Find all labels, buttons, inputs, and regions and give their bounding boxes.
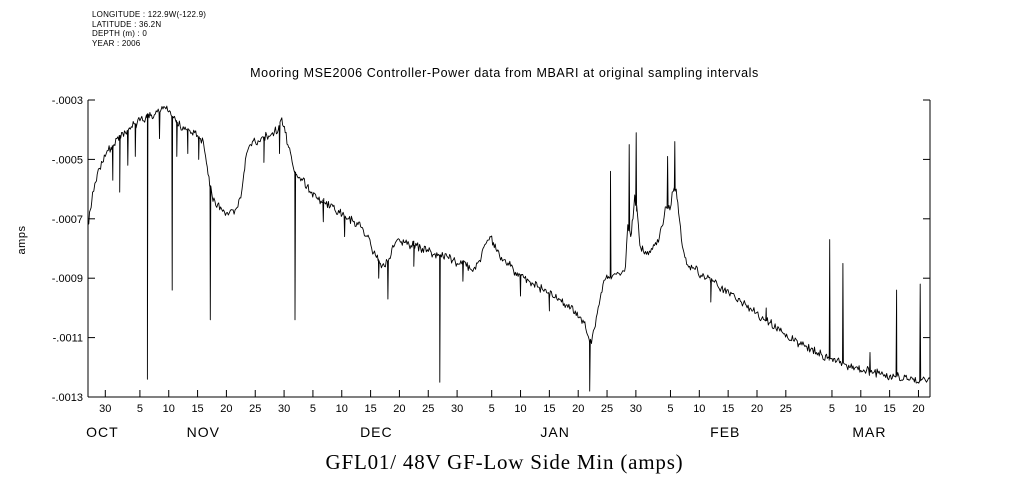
data-series bbox=[87, 105, 931, 392]
x-tick-label: 20 bbox=[751, 403, 763, 415]
x-tick-label: 10 bbox=[336, 403, 348, 415]
meta-latitude: LATITUDE : 36.2N bbox=[92, 19, 162, 29]
y-tick-label: -.0009 bbox=[52, 273, 83, 285]
y-tick-label: -.0013 bbox=[52, 392, 83, 404]
month-label: MAR bbox=[852, 424, 886, 440]
y-axis-ticks: -.0003 -.0005 -.0007 -.0009 -.0011 -.0013 bbox=[52, 95, 930, 404]
month-label: DEC bbox=[360, 424, 393, 440]
y-tick-label: -.0005 bbox=[52, 154, 83, 166]
x-tick-label: 15 bbox=[364, 403, 376, 415]
meta-year: YEAR : 2006 bbox=[92, 38, 141, 48]
x-tick-label: 5 bbox=[310, 403, 316, 415]
x-tick-label: 25 bbox=[780, 403, 792, 415]
x-tick-label: 10 bbox=[855, 403, 867, 415]
meta-depth: DEPTH (m) : 0 bbox=[92, 29, 148, 38]
x-tick-label: 10 bbox=[163, 403, 175, 415]
x-tick-label: 5 bbox=[137, 403, 143, 415]
x-tick-label: 30 bbox=[630, 403, 642, 415]
month-label: FEB bbox=[710, 424, 740, 440]
x-tick-label: 5 bbox=[667, 403, 673, 415]
y-tick-label: -.0011 bbox=[53, 333, 83, 345]
x-tick-label: 30 bbox=[99, 403, 111, 415]
series-line bbox=[87, 105, 931, 392]
x-tick-label: 20 bbox=[393, 403, 405, 415]
station-metadata: LONGITUDE : 122.9W(-122.9) LATITUDE : 36… bbox=[92, 10, 206, 48]
x-tick-label: 15 bbox=[543, 403, 555, 415]
plot-frame bbox=[87, 100, 931, 398]
x-axis-ticks: 30 5 10 15 20 25 30 5 10 15 20 25 30 5 10 15 20 25 30 5 10 15… bbox=[99, 390, 925, 415]
x-tick-label: 20 bbox=[912, 403, 924, 415]
x-tick-label: 30 bbox=[278, 403, 290, 415]
x-tick-label: 25 bbox=[422, 403, 434, 415]
month-labels: OCT NOV DEC JAN FEB MAR bbox=[86, 424, 886, 440]
month-label: JAN bbox=[540, 424, 569, 440]
x-tick-label: 10 bbox=[693, 403, 705, 415]
x-tick-label: 15 bbox=[722, 403, 734, 415]
chart-title: Mooring MSE2006 Controller-Power data fr… bbox=[250, 66, 759, 80]
x-tick-label: 20 bbox=[220, 403, 232, 415]
x-tick-label: 20 bbox=[572, 403, 584, 415]
meta-longitude: LONGITUDE : 122.9W(-122.9) bbox=[92, 10, 207, 19]
y-tick-label: -.0007 bbox=[52, 214, 83, 226]
x-tick-label: 5 bbox=[489, 403, 495, 415]
x-tick-label: 25 bbox=[249, 403, 261, 415]
x-tick-label: 15 bbox=[191, 403, 203, 415]
chart-caption: GFL01/ 48V GF-Low Side Min (amps) bbox=[325, 450, 684, 474]
x-tick-label: 15 bbox=[884, 403, 896, 415]
y-tick-label: -.0003 bbox=[52, 95, 83, 107]
x-tick-label: 5 bbox=[829, 403, 835, 415]
x-tick-label: 30 bbox=[451, 403, 463, 415]
x-tick-label: 25 bbox=[601, 403, 613, 415]
x-tick-label: 10 bbox=[514, 403, 526, 415]
month-label: NOV bbox=[187, 424, 220, 440]
month-label: OCT bbox=[86, 424, 119, 440]
